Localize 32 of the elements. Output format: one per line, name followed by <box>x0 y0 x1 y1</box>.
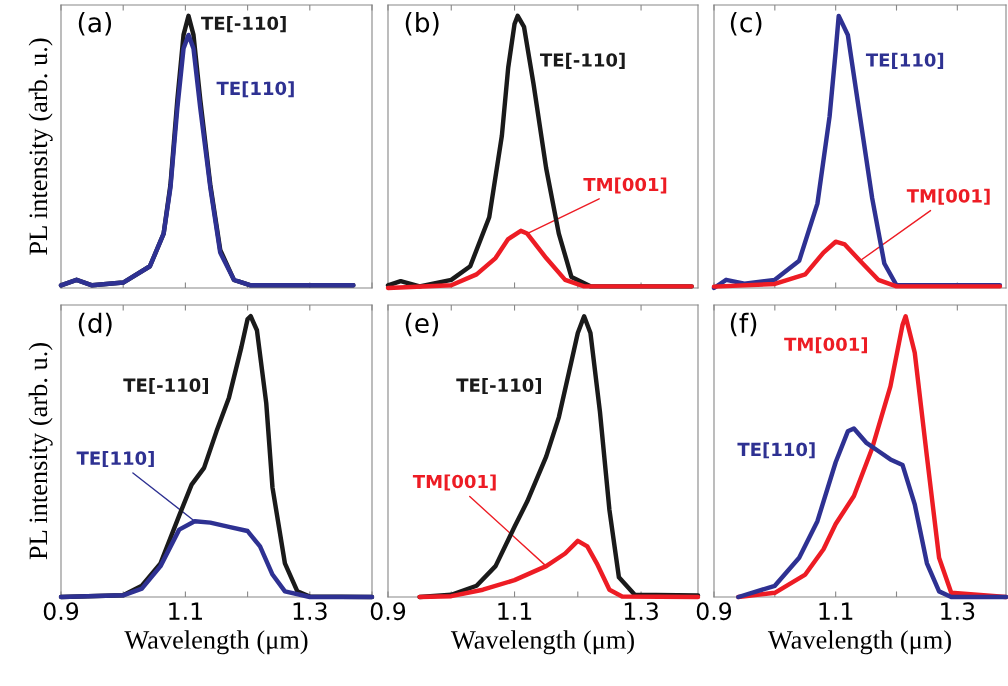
chart-title: (c) <box>730 12 762 36</box>
x-axis-title: Wavelength (μm) <box>450 630 634 655</box>
chart-title: (a) <box>78 12 112 36</box>
x-tick-label: 1.1 <box>498 602 532 620</box>
series-label: TE[-110] <box>201 16 286 33</box>
x-tick-label: 1.3 <box>941 602 975 621</box>
x-tick-label: 1.3 <box>624 602 658 621</box>
x-tick-label: 1.1 <box>169 602 202 620</box>
series-label: TM[001] <box>784 337 868 354</box>
x-tick-label: 1.3 <box>293 602 327 621</box>
chart-title: (e) <box>405 312 439 337</box>
text: TM[001] <box>583 177 667 194</box>
series-label: TE[110] <box>737 442 815 459</box>
x-tick-label: 0.9 <box>370 602 406 621</box>
series-label: TE[110] <box>865 52 944 69</box>
series-label: TE[-110] <box>123 378 208 395</box>
y-axis-title: PL intensity (arb. u.) <box>28 343 53 560</box>
x-tick-label: 0.9 <box>696 602 732 621</box>
text: TE[110] <box>76 451 154 468</box>
text: TM[001] <box>412 474 496 491</box>
series-label: TE[110] <box>216 81 294 98</box>
x-axis-title: Wavelength (μm) <box>767 630 951 655</box>
x-tick-label: 1.1 <box>819 602 853 620</box>
text: TM[001] <box>906 188 990 205</box>
x-axis-title: Wavelength (μm) <box>124 630 308 655</box>
y-axis-title: PL intensity (arb. u.) <box>28 38 53 255</box>
series-label: TE[-110] <box>539 52 625 69</box>
chart-title: (f) <box>730 312 757 337</box>
series-label: TE[-110] <box>456 378 541 395</box>
x-tick-label: 0.9 <box>43 602 79 621</box>
chart-title: (d) <box>78 312 112 337</box>
chart-title: (b) <box>405 12 439 36</box>
